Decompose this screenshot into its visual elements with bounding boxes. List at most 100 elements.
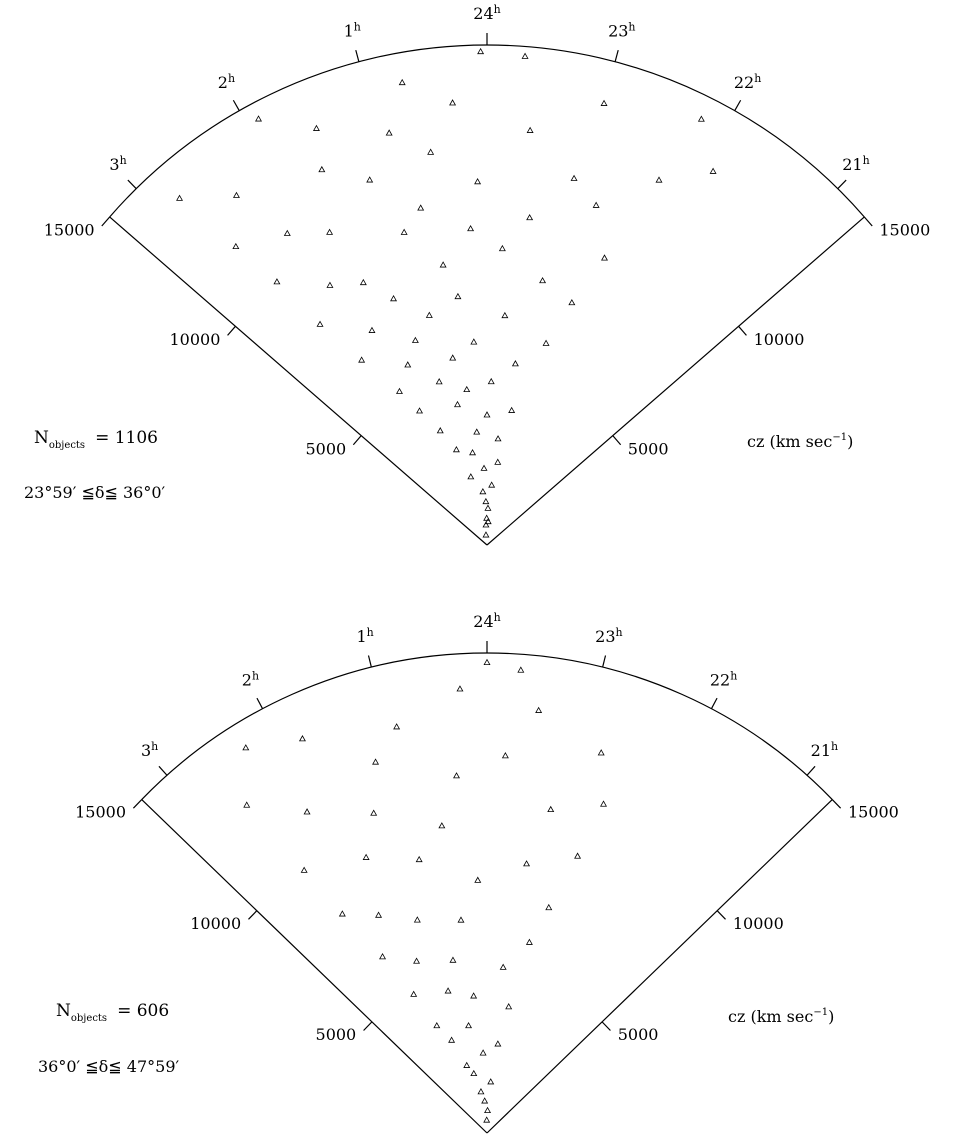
data-point: [232, 242, 240, 250]
data-point: [481, 1097, 489, 1104]
data-point: [480, 464, 488, 471]
cz-ticks-bottom: 5000 5000 10000 10000 15000 15000: [75, 799, 899, 1044]
data-point: [479, 488, 487, 495]
data-point: [487, 377, 495, 385]
data-point: [375, 911, 383, 918]
ra-tick: [837, 179, 847, 190]
cz-tick-label: 15000: [848, 803, 899, 822]
data-point: [542, 339, 550, 346]
data-point: [411, 336, 419, 343]
ra-tick-label: 1h: [356, 626, 373, 646]
data-point: [709, 167, 717, 174]
cz-tick: [863, 216, 873, 227]
cz-tick-label: 5000: [305, 439, 346, 458]
data-point: [303, 808, 311, 815]
ra-tick-label: 22h: [734, 72, 761, 92]
data-point: [479, 1049, 487, 1056]
data-point: [482, 531, 490, 538]
data-point: [395, 387, 403, 394]
data-point: [176, 194, 184, 201]
data-point: [398, 78, 406, 86]
data-point: [470, 1069, 478, 1077]
ra-tick: [734, 99, 742, 111]
data-point: [456, 685, 464, 692]
data-point: [539, 276, 547, 284]
data-point: [312, 124, 320, 131]
data-point: [484, 1106, 492, 1114]
data-point: [517, 666, 525, 673]
data-point: [463, 1061, 471, 1068]
data-point: [457, 916, 465, 923]
data-point: [511, 360, 519, 367]
data-point: [505, 1003, 513, 1010]
data-point: [499, 963, 507, 970]
ra-tick-label: 2h: [242, 670, 259, 690]
data-point: [597, 749, 605, 756]
wedge-arc: [109, 44, 865, 218]
data-point: [498, 244, 506, 252]
wedge-plot-bottom: 3h 2h 1h 24h 23h 22h 21h 5000 5000 10000 10000 150…: [38, 611, 899, 1134]
ra-ticks-top: 3h 2h 1h 24h 23h 22h 21h: [109, 3, 870, 190]
ra-tick: [127, 179, 137, 190]
data-point: [449, 956, 457, 963]
data-point: [372, 758, 380, 765]
data-point: [697, 115, 705, 122]
data-point: [484, 504, 492, 511]
ra-tick-label: 2h: [218, 72, 235, 92]
ra-tick-label: 3h: [141, 740, 158, 760]
data-point: [484, 517, 492, 525]
cz-tick-label: 5000: [316, 1025, 357, 1044]
data-point: [326, 281, 334, 288]
cz-tick-label: 15000: [44, 221, 95, 240]
data-point: [413, 916, 421, 923]
data-point: [242, 744, 250, 751]
data-point: [467, 473, 475, 480]
data-point: [452, 445, 460, 453]
cz-tick: [831, 799, 842, 809]
cz-tick-label: 10000: [754, 330, 805, 349]
wedge-edge-left: [141, 799, 488, 1134]
wedge-edge-left: [109, 216, 488, 546]
data-point: [655, 176, 663, 183]
data-point: [494, 458, 502, 465]
data-point: [483, 514, 491, 521]
wedge-arc: [141, 652, 833, 800]
data-point: [300, 866, 308, 873]
ra-tick: [602, 655, 607, 668]
cz-tick: [352, 435, 362, 446]
ra-tick-label: 23h: [595, 626, 622, 646]
ra-tick: [806, 765, 816, 776]
ra-ticks-bottom: 3h 2h 1h 24h 23h 22h 21h: [141, 611, 838, 776]
data-point: [416, 407, 424, 414]
data-point: [523, 860, 531, 867]
data-point: [469, 448, 477, 456]
data-point: [318, 165, 326, 173]
data-point: [370, 809, 378, 816]
data-point: [482, 521, 490, 528]
data-point: [436, 427, 444, 434]
data-point: [467, 224, 475, 232]
data-point: [425, 311, 433, 318]
data-point: [435, 378, 443, 385]
data-point: [482, 497, 490, 505]
data-point: [358, 356, 366, 363]
data-point: [477, 47, 485, 55]
cz-tick: [716, 910, 726, 920]
cz-tick-label: 15000: [75, 803, 126, 822]
data-point: [487, 1078, 495, 1085]
ra-tick: [710, 697, 718, 709]
data-point: [494, 1040, 502, 1047]
cz-tick: [227, 325, 236, 336]
data-point: [316, 320, 324, 327]
data-points-bottom: [242, 658, 608, 1123]
data-point: [501, 752, 509, 759]
data-point: [547, 805, 555, 813]
data-point: [474, 177, 482, 185]
data-point: [413, 957, 421, 964]
data-point: [385, 129, 393, 136]
data-point: [473, 428, 481, 435]
data-point: [326, 228, 334, 235]
cz-axis-label: cz (km sec−1): [728, 1007, 834, 1026]
data-point: [545, 903, 553, 911]
data-point: [444, 987, 452, 994]
